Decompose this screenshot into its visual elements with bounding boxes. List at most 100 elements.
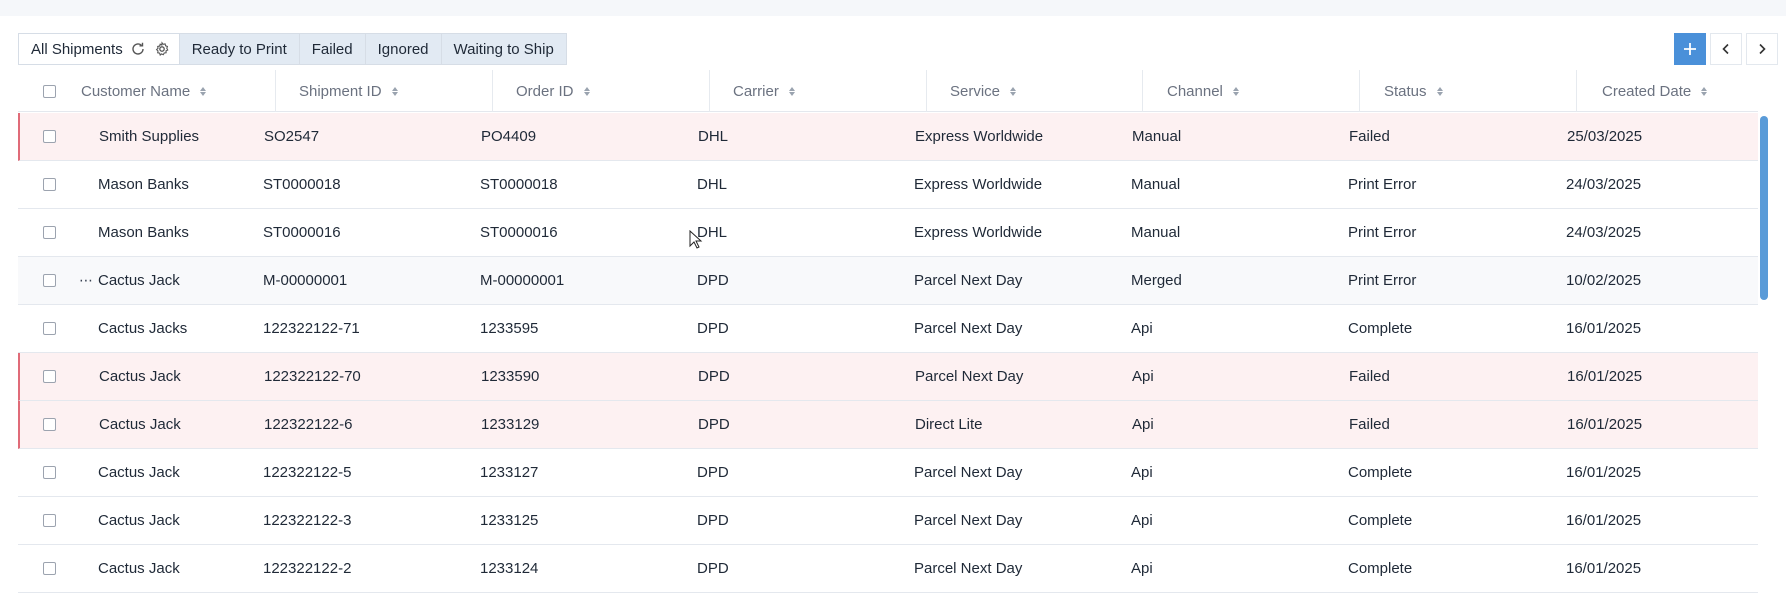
cell-carrier: DPD [698,416,730,433]
row-checkbox[interactable] [43,322,56,335]
row-checkbox[interactable] [43,370,56,383]
row-checkbox[interactable] [43,466,56,479]
table-row[interactable]: Cactus Jack 122322122-3 1233125 DPD Parcel N… [18,497,1758,545]
cell-created: 24/03/2025 [1566,176,1642,193]
top-strip [0,0,1786,16]
sort-icon [583,86,590,96]
table-row[interactable]: Cactus Jacks 122322122-71 1233595 DPD Parcel… [18,305,1758,353]
row-checkbox[interactable] [43,226,56,239]
tab-failed[interactable]: Failed [299,33,366,65]
column-label: Created Date [1602,82,1692,100]
sort-icon [1010,86,1017,96]
cell-channel: Api [1131,464,1153,481]
add-button[interactable] [1674,33,1706,65]
cell-created: 16/01/2025 [1566,560,1642,577]
table-row[interactable]: Mason Banks ST0000018 ST0000018 DHL Express … [18,161,1758,209]
col-created-date[interactable]: Created Date [1602,70,1708,112]
toolbar-actions [1674,33,1778,65]
cell-carrier: DPD [697,560,729,577]
row-checkbox[interactable] [43,514,56,527]
column-label: Status [1384,82,1427,100]
sort-icon [1232,86,1239,96]
cell-order-id: 1233124 [480,560,539,577]
cell-shipment-id: M-00000001 [263,272,348,289]
col-order-id[interactable]: Order ID [516,70,590,112]
cell-status: Complete [1348,464,1413,481]
table-row[interactable]: Cactus Jack 122322122-5 1233127 DPD Parcel N… [18,449,1758,497]
column-label: Carrier [733,82,779,100]
cell-order-id: M-00000001 [480,272,565,289]
cell-carrier: DPD [697,464,729,481]
cell-service: Parcel Next Day [914,320,1023,337]
column-label: Channel [1167,82,1223,100]
cell-customer: Mason Banks [98,176,189,193]
table-row[interactable]: ⋯ Cactus Jack M-00000001 M-00000001 DPD Parce… [18,257,1758,305]
cell-channel: Api [1131,512,1153,529]
cell-carrier: DPD [697,272,729,289]
column-label: Order ID [516,82,574,100]
tab-all-shipments[interactable]: All Shipments [18,33,180,65]
cell-shipment-id: ST0000018 [263,176,341,193]
table-row[interactable]: Cactus Jack 122322122-70 1233590 DPD Parcel … [18,353,1758,401]
row-checkbox[interactable] [43,562,56,575]
cell-service: Express Worldwide [914,224,1043,241]
cell-service: Express Worldwide [914,176,1043,193]
shipments-table-body: Smith Supplies SO2547 PO4409 DHL Express Wor… [18,113,1758,593]
tab-label: Failed [311,40,353,58]
col-customer-name[interactable]: Customer Name [81,70,207,112]
cell-channel: Manual [1131,176,1181,193]
row-checkbox[interactable] [43,178,56,191]
col-channel[interactable]: Channel [1167,70,1239,112]
plus-icon [1684,43,1696,55]
shipment-tabs: All Shipments Ready to Print Failed Igno… [18,33,567,65]
cell-created: 25/03/2025 [1567,128,1643,145]
cell-service: Parcel Next Day [914,560,1023,577]
cell-carrier: DPD [697,512,729,529]
row-checkbox[interactable] [43,130,56,143]
cell-status: Failed [1349,416,1390,433]
refresh-icon[interactable] [129,40,147,58]
table-row[interactable]: Cactus Jack 122322122-2 1233124 DPD Parcel N… [18,545,1758,593]
tab-ignored[interactable]: Ignored [365,33,442,65]
sort-icon [1436,86,1443,96]
cell-service: Express Worldwide [915,128,1044,145]
cell-created: 16/01/2025 [1566,512,1642,529]
prev-page-button[interactable] [1710,33,1742,65]
cell-shipment-id: 122322122-70 [264,368,361,385]
row-checkbox[interactable] [43,418,56,431]
col-shipment-id[interactable]: Shipment ID [299,70,398,112]
cell-created: 10/02/2025 [1566,272,1642,289]
table-row[interactable]: Smith Supplies SO2547 PO4409 DHL Express Wor… [18,113,1758,161]
cell-order-id: 1233129 [481,416,540,433]
cell-channel: Manual [1132,128,1182,145]
cell-order-id: 1233127 [480,464,539,481]
cell-order-id: ST0000018 [480,176,558,193]
cell-created: 16/01/2025 [1566,464,1642,481]
select-all-checkbox[interactable] [43,70,56,112]
cell-customer: Cactus Jack [99,416,181,433]
cell-carrier: DPD [698,368,730,385]
cell-customer: Cactus Jacks [98,320,188,337]
cell-status: Print Error [1348,224,1417,241]
col-carrier[interactable]: Carrier [733,70,795,112]
cell-channel: Api [1132,416,1154,433]
table-row[interactable]: Cactus Jack 122322122-6 1233129 DPD Direct L… [18,401,1758,449]
cell-order-id: PO4409 [481,128,537,145]
cell-customer: Cactus Jack [98,560,180,577]
cell-service: Parcel Next Day [915,368,1024,385]
gear-icon[interactable] [153,40,171,58]
table-row[interactable]: Mason Banks ST0000016 ST0000016 DHL Express … [18,209,1758,257]
cell-shipment-id: ST0000016 [263,224,341,241]
cell-carrier: DHL [698,128,729,145]
cell-order-id: 1233125 [480,512,539,529]
next-page-button[interactable] [1746,33,1778,65]
tab-waiting-to-ship[interactable]: Waiting to Ship [441,33,567,65]
tab-ready-to-print[interactable]: Ready to Print [179,33,300,65]
vertical-scrollbar[interactable] [1760,116,1768,300]
col-service[interactable]: Service [950,70,1017,112]
tab-label: Ready to Print [191,40,287,58]
more-dots-icon[interactable]: ⋯ [79,272,93,288]
col-status[interactable]: Status [1384,70,1443,112]
cell-channel: Api [1132,368,1154,385]
row-checkbox[interactable] [43,274,56,287]
